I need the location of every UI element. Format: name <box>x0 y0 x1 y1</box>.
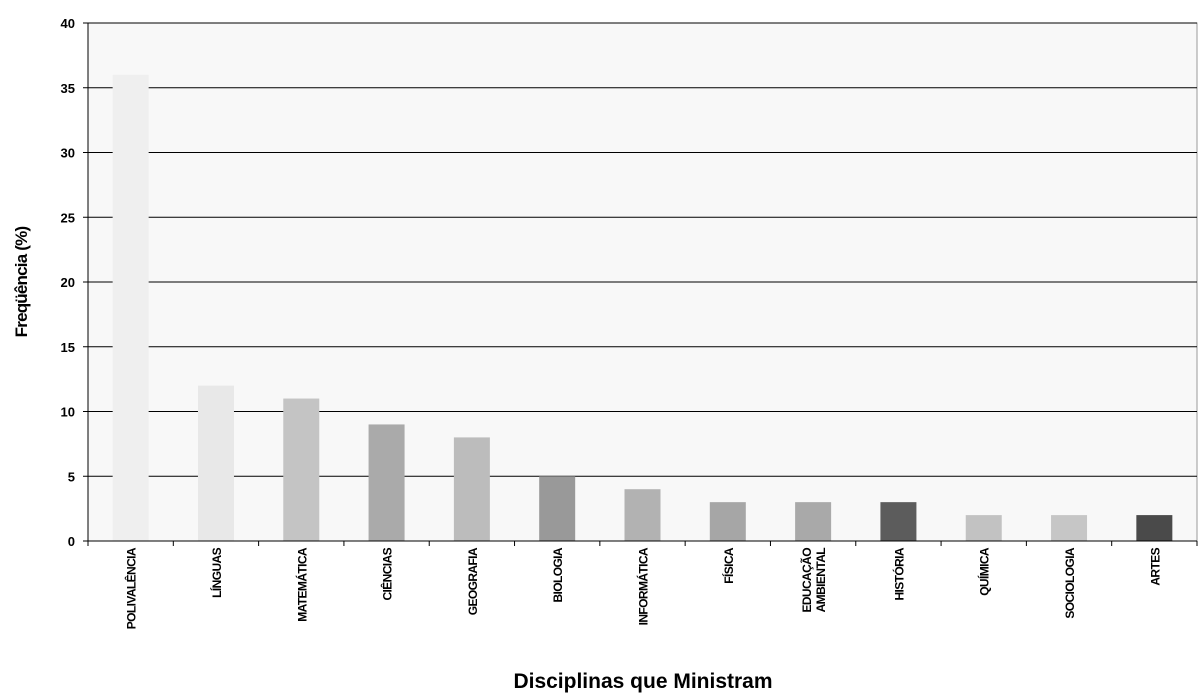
y-tick-label: 30 <box>61 146 75 161</box>
bar <box>453 437 490 541</box>
bar <box>1051 515 1088 541</box>
x-tick-label: SOCIOLOGIA <box>1063 547 1077 619</box>
x-tick-label: ARTES <box>1148 547 1162 585</box>
y-tick-label: 5 <box>68 469 75 484</box>
bar <box>539 476 576 541</box>
bar <box>1136 515 1173 541</box>
x-tick-label: FÍSICA <box>721 547 736 584</box>
y-tick-label: 15 <box>61 340 75 355</box>
x-tick-label: CIÊNCIAS <box>380 547 395 600</box>
bar <box>368 424 405 541</box>
x-tick-label: POLIVALÊNCIA <box>124 547 139 629</box>
bar <box>709 502 746 541</box>
bar <box>880 502 917 541</box>
x-tick-label: GEOGRAFIA <box>466 547 480 615</box>
x-tick-label: BIOLOGIA <box>551 547 565 602</box>
y-tick-labels: 0 5 10 15 20 25 30 35 40 <box>61 16 75 549</box>
x-tick-label: HISTÓRIA <box>891 547 906 600</box>
y-tick-label: 10 <box>61 405 75 420</box>
x-tick-label: QUÍMICA <box>977 547 992 596</box>
y-axis-label: Freqüência (%) <box>12 227 31 338</box>
x-axis-label: Disciplinas que Ministram <box>513 670 772 693</box>
x-tick-label: EDUCAÇÃO <box>799 548 814 613</box>
bar <box>624 489 661 541</box>
bar <box>965 515 1002 541</box>
x-tick-label: LÍNGUAS <box>209 547 224 597</box>
bar <box>197 385 234 541</box>
bar <box>795 502 832 541</box>
y-tick-label: 40 <box>61 16 75 31</box>
bar <box>283 398 320 541</box>
y-tick-label: 35 <box>61 81 75 96</box>
y-tick-label: 25 <box>61 210 75 225</box>
axes <box>83 22 1198 546</box>
y-tick-label: 20 <box>61 275 75 290</box>
y-tick-label: 0 <box>68 534 75 549</box>
bars <box>112 74 1173 542</box>
x-tick-label: AMBIENTAL <box>814 548 828 613</box>
bar <box>112 74 149 542</box>
gridlines <box>88 22 1197 477</box>
x-tick-labels: POLIVALÊNCIA LÍNGUAS MATEMÁTICA CIÊNCIAS GEO… <box>124 547 1163 629</box>
x-tick-label: MATEMÁTICA <box>294 547 309 622</box>
x-tick-label: INFORMÁTICA <box>636 547 651 625</box>
